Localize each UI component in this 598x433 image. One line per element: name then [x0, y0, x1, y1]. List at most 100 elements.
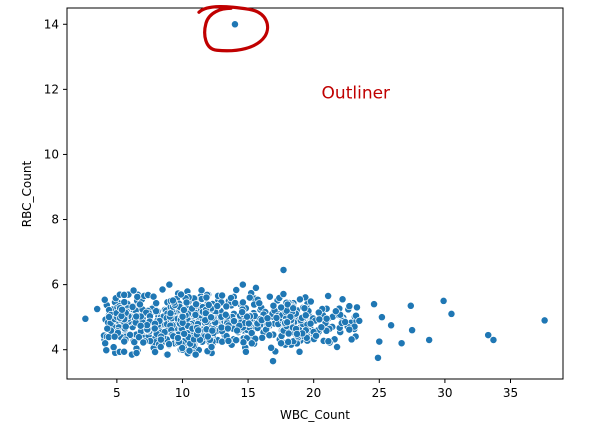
data-point [425, 335, 434, 344]
data-point [152, 299, 161, 308]
data-point [156, 342, 165, 351]
data-point [255, 299, 264, 308]
data-point [192, 300, 201, 309]
data-point [306, 319, 315, 328]
data-point [221, 310, 230, 319]
data-point [289, 304, 298, 313]
data-point [136, 300, 144, 309]
data-point [301, 311, 310, 320]
data-point [165, 340, 174, 349]
data-point [406, 301, 415, 310]
data-point [152, 307, 161, 316]
data-point [397, 339, 406, 348]
data-point [230, 317, 238, 326]
data-point [238, 298, 247, 307]
data-point [338, 295, 347, 304]
data-point [191, 350, 200, 359]
data-point [132, 349, 141, 357]
data-point [377, 313, 386, 322]
data-point [224, 336, 233, 345]
data-point [118, 305, 126, 314]
data-point [439, 296, 448, 305]
data-points [81, 20, 549, 366]
data-point [263, 314, 272, 323]
data-point [241, 347, 250, 356]
data-point [103, 324, 112, 333]
data-point [185, 346, 194, 355]
data-point [202, 293, 211, 302]
y-axis-label: RBC_Count [20, 161, 34, 228]
x-tick-label: 25 [372, 386, 387, 400]
data-point [296, 295, 304, 304]
y-tick-label: 14 [44, 17, 59, 31]
data-point [317, 323, 326, 332]
data-point [293, 329, 301, 338]
data-point [279, 266, 288, 274]
data-point [158, 285, 167, 294]
data-point [279, 290, 288, 298]
data-point [277, 339, 285, 348]
data-point [331, 307, 340, 316]
data-point [252, 283, 260, 292]
x-tick-label: 15 [240, 386, 255, 400]
y-axis-ticks: 4 6 8 10 12 14 [44, 17, 67, 357]
data-point [207, 313, 216, 322]
data-point [128, 302, 137, 311]
outlier-highlight-circle [197, 5, 270, 53]
data-point [180, 329, 189, 338]
data-point [247, 329, 256, 337]
data-point [133, 292, 142, 301]
data-point [272, 313, 281, 322]
data-point [120, 347, 129, 356]
data-point [312, 331, 321, 340]
data-point [247, 339, 256, 348]
data-point [213, 302, 222, 310]
data-point [129, 286, 138, 295]
data-point [136, 321, 145, 330]
data-point [120, 298, 129, 307]
data-point [284, 329, 293, 338]
data-point [197, 286, 206, 295]
data-point [120, 290, 129, 299]
data-point [223, 324, 232, 333]
data-point [341, 318, 350, 326]
x-axis-ticks: 5 10 15 20 25 30 35 [113, 379, 518, 400]
data-point [489, 335, 498, 344]
x-tick-label: 35 [503, 386, 518, 400]
data-point [174, 334, 182, 342]
data-point [314, 308, 323, 317]
data-point [322, 314, 331, 323]
data-point [178, 344, 187, 352]
data-point [93, 305, 102, 313]
data-point [203, 332, 212, 341]
data-point [151, 348, 160, 356]
data-point [102, 346, 111, 355]
data-point [540, 316, 549, 325]
data-point [105, 313, 113, 321]
data-point [239, 338, 248, 347]
data-point [163, 350, 172, 359]
data-point [238, 308, 247, 317]
data-point [165, 280, 174, 289]
data-point [238, 280, 247, 289]
data-point [345, 325, 354, 334]
data-point [130, 338, 139, 347]
data-point [333, 343, 341, 351]
data-point [191, 310, 200, 319]
x-tick-label: 30 [437, 386, 452, 400]
x-tick-label: 20 [306, 386, 321, 400]
data-point [375, 337, 384, 346]
data-point [353, 303, 361, 312]
x-axis-label: WBC_Count [280, 408, 350, 422]
data-point [149, 292, 158, 301]
data-point [207, 342, 216, 351]
data-point [283, 318, 292, 327]
data-point [447, 309, 456, 318]
outlier-annotation: Outliner [322, 84, 391, 104]
data-point [222, 302, 231, 311]
data-point [194, 326, 203, 335]
data-point [300, 304, 309, 313]
data-point [244, 319, 253, 328]
y-tick-label: 6 [51, 278, 59, 292]
